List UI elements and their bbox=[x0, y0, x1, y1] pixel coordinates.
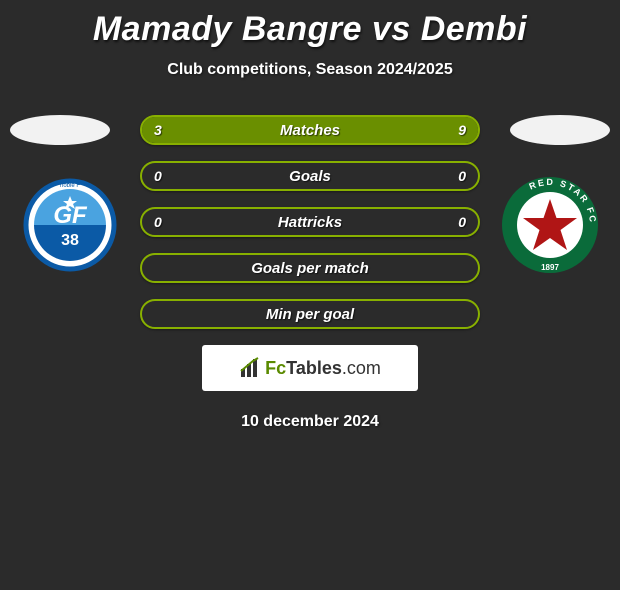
stat-row: 3 9 Matches bbox=[140, 115, 480, 145]
flag-left bbox=[10, 115, 110, 145]
stat-value-right: 9 bbox=[458, 122, 466, 138]
bars-icon bbox=[239, 357, 261, 379]
stat-label: Min per goal bbox=[266, 306, 354, 323]
date-text: 10 december 2024 bbox=[0, 413, 620, 431]
stat-row: Min per goal bbox=[140, 299, 480, 329]
stat-row: Goals per match bbox=[140, 253, 480, 283]
stat-label: Matches bbox=[280, 122, 340, 139]
page-title: Mamady Bangre vs Dembi bbox=[0, 10, 620, 49]
club-badge-left: GF 38 noble F bbox=[20, 175, 120, 275]
svg-text:38: 38 bbox=[61, 232, 79, 249]
logo-text: FcTables.com bbox=[265, 358, 381, 379]
stat-row: 0 0 Goals bbox=[140, 161, 480, 191]
fctables-logo: FcTables.com bbox=[202, 345, 418, 391]
stat-label: Goals per match bbox=[251, 260, 369, 277]
stat-label: Hattricks bbox=[278, 214, 342, 231]
stat-value-left: 0 bbox=[154, 168, 162, 184]
flag-right bbox=[510, 115, 610, 145]
stat-rows: 3 9 Matches 0 0 Goals 0 0 Hattricks Goals per mat… bbox=[140, 115, 480, 329]
svg-text:noble F: noble F bbox=[60, 183, 80, 189]
svg-text:1897: 1897 bbox=[541, 263, 559, 272]
comparison-content: GF 38 noble F RED STAR FC 1897 3 9 Matches… bbox=[0, 115, 620, 329]
stat-value-right: 0 bbox=[458, 168, 466, 184]
stat-label: Goals bbox=[289, 168, 331, 185]
club-badge-right: RED STAR FC 1897 bbox=[500, 175, 600, 275]
stat-row: 0 0 Hattricks bbox=[140, 207, 480, 237]
stat-value-left: 0 bbox=[154, 214, 162, 230]
subtitle: Club competitions, Season 2024/2025 bbox=[0, 61, 620, 79]
row-fill-right bbox=[226, 117, 478, 143]
stat-value-left: 3 bbox=[154, 122, 162, 138]
stat-value-right: 0 bbox=[458, 214, 466, 230]
